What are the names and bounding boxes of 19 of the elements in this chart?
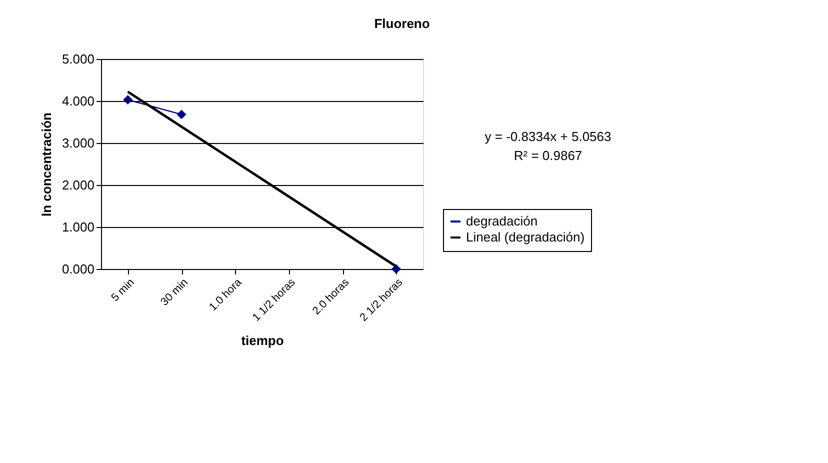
- x-tick-label: 1.0 hora: [207, 276, 245, 314]
- y-tick-label: 5.000: [62, 52, 94, 66]
- y-tick-label: 2.000: [62, 178, 94, 192]
- chart-title: Fluoreno: [374, 16, 430, 31]
- x-tick-label: 5 min: [109, 276, 137, 304]
- text: y = -0.8334x + 5.0563: [484, 129, 612, 144]
- legend-label: degradación: [466, 214, 538, 228]
- point: [391, 264, 401, 274]
- point: [123, 94, 133, 104]
- text: R² = 0.9867: [514, 148, 582, 163]
- y-tick-label: 1.000: [62, 220, 94, 234]
- x-tick-label: 30 min: [158, 276, 190, 308]
- y-axis-title: ln concentración: [38, 112, 54, 217]
- x-axis-title: tiempo: [241, 333, 284, 348]
- y-tick-label: 3.000: [62, 136, 94, 150]
- y-tick-label: 0.000: [62, 262, 94, 276]
- y-tick-label: 4.000: [62, 94, 94, 108]
- legend-label: Lineal (degradación): [466, 230, 585, 244]
- point: [176, 110, 186, 120]
